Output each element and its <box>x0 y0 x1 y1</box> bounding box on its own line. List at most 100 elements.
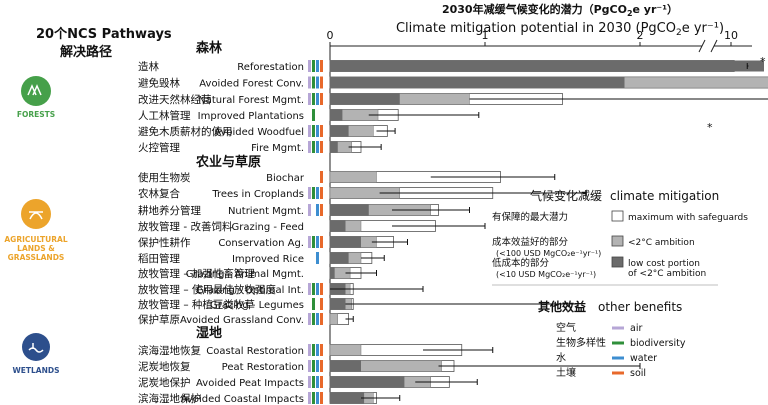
legend-swatch-max <box>611 210 624 222</box>
chart-title-en: Climate mitigation potential in 2030 (Pg… <box>396 21 724 38</box>
category-logo-label: WETLANDS <box>13 366 60 375</box>
pathway-label-cn: 泥炭地恢复 <box>138 360 191 373</box>
pathway-row-9: 放牧管理 - 改善饲料 Grazing - Feed <box>138 220 486 233</box>
benefit-marker-water <box>316 376 319 388</box>
pathway-row-6: 使用生物炭 Biochar <box>138 171 556 184</box>
benefit-marker-water <box>316 236 319 248</box>
x-tick-label: 2 <box>637 29 644 42</box>
pathway-row-18: 泥炭地保护 Avoided Peat Impacts <box>138 376 478 389</box>
benefit-marker-soil <box>320 344 323 356</box>
axis-break-mark <box>698 39 706 53</box>
benefit-marker-biodiversity <box>312 125 315 137</box>
legend-item-en: <2°C ambition <box>628 238 695 248</box>
benefit-marker-air <box>308 60 311 72</box>
bar-lowcost <box>330 109 343 121</box>
legend: 气候变化减缓 climate mitigation 有保障的最大潜力 maximum … <box>492 188 748 379</box>
benefit-marker-biodiversity <box>312 392 315 404</box>
pathway-label-en: Reforestation <box>237 62 304 73</box>
pathway-label-cn: 保护性耕作 <box>138 236 191 249</box>
benefit-marker-soil <box>320 141 323 153</box>
benefit-marker-air <box>308 392 311 404</box>
pathway-label-cn: 耕地养分管理 <box>138 204 201 217</box>
benefits-title-cn: 其他效益 <box>538 299 586 314</box>
benefit-marker-biodiversity <box>312 76 315 89</box>
pathway-label-cn: 放牧管理 – 种植豆类牧草 <box>138 298 255 311</box>
bar-lowcost <box>330 220 346 232</box>
pathway-row-11: 稻田管理 Improved Rice <box>138 252 385 265</box>
pathway-label-en: Fire Mgmt. <box>251 143 304 154</box>
pathway-label-en: Avoided Peat Impacts <box>196 378 304 389</box>
legend-item-cn: 成本效益好的部分 <box>492 236 569 248</box>
benefit-marker-air <box>308 76 311 89</box>
benefit-marker-air <box>308 344 311 356</box>
pathway-label-en: Grazing - Legumes <box>210 300 304 311</box>
benefit-marker-water <box>316 141 319 153</box>
pathway-row-7: 农林复合 Trees in Croplands <box>138 187 587 200</box>
pathway-label-cn: 火控管理 <box>138 141 180 154</box>
category-heading-wetlands: 湿地 <box>196 325 222 341</box>
benefit-marker-water <box>316 60 319 72</box>
pathway-rows: 造林 Reforestation * 避免毁林 Avoided Forest Conv.… <box>138 55 768 405</box>
pathway-label-cn: 避免木质薪材的使用 <box>138 125 233 138</box>
benefit-marker-water <box>316 392 319 404</box>
pathway-row-0: 造林 Reforestation * <box>138 55 766 73</box>
wetlands-logo-icon <box>22 333 50 361</box>
benefit-label-cn: 土壤 <box>556 366 576 379</box>
category-logo-label: GRASSLANDS <box>8 253 65 262</box>
pathway-row-16: 滨海湿地恢复 Coastal Restoration <box>138 344 494 357</box>
pathway-row-1: 避免毁林 Avoided Forest Conv. <box>138 76 768 90</box>
pathway-label-cn: 稻田管理 <box>138 252 180 265</box>
benefit-label-cn: 生物多样性 <box>556 336 606 349</box>
pathway-label-en: Coastal Restoration <box>206 346 304 357</box>
tree-glyph-icon <box>27 84 42 96</box>
asterisk-mark: * <box>760 55 766 68</box>
bar-lowcost <box>330 267 335 279</box>
legend-title-en: climate mitigation <box>610 189 719 203</box>
pathway-label-cn: 放牧管理 – 加强性畜管理 <box>138 267 255 280</box>
benefit-marker-biodiversity <box>312 298 315 310</box>
benefit-marker-air <box>308 93 311 105</box>
pathway-label-en: Improved Plantations <box>198 111 304 122</box>
field-glyph-icon <box>29 211 43 220</box>
pathway-label-cn: 泥炭地保护 <box>138 376 191 389</box>
pathway-label-cn: 人工林管理 <box>138 109 191 122</box>
benefit-label-en: air <box>630 323 642 334</box>
pathway-label-cn: 改进天然林经营 <box>138 93 212 106</box>
benefit-marker-soil <box>320 171 323 183</box>
benefit-label-cn: 水 <box>556 352 566 364</box>
pathway-label-cn: 农林复合 <box>138 187 180 200</box>
pathway-label-en: Nutrient Mgmt. <box>228 206 304 217</box>
benefit-marker-water <box>316 283 319 295</box>
pathway-row-17: 泥炭地恢复 Peat Restoration <box>138 360 641 373</box>
pathway-label-en: Natural Forest Mgmt. <box>198 95 304 106</box>
category-logo-label: AGRICULTURAL <box>4 235 67 244</box>
pathway-row-5: 火控管理 Fire Mgmt. <box>138 141 382 154</box>
bar-lowcost <box>330 298 346 310</box>
bar-lowcost <box>330 376 405 388</box>
pathway-label-en: Avoided Forest Conv. <box>199 79 304 90</box>
agri-logo-icon <box>21 199 51 229</box>
bar-lowcost <box>330 360 361 372</box>
chart-title-cn-prefix: 2030年减缓气候变化的潜力（PgCO <box>442 2 627 16</box>
benefit-marker-water <box>316 125 319 137</box>
water-glyph-icon <box>28 343 44 353</box>
bar-lowcost <box>330 125 349 137</box>
legend-item-cn: 低成本的部分 <box>492 257 550 269</box>
benefit-marker-biodiversity <box>312 60 315 72</box>
axis-break-mark <box>710 39 718 53</box>
benefit-label-en: soil <box>630 368 646 379</box>
benefit-marker-soil <box>320 298 323 310</box>
x-tick-label: 0 <box>327 29 334 42</box>
legend-item-cn: 有保障的最大潜力 <box>492 211 568 223</box>
benefit-marker-soil <box>320 360 323 372</box>
pathways-title: 20个NCS Pathways <box>36 26 172 42</box>
benefit-marker-biodiversity <box>312 376 315 388</box>
benefit-marker-water <box>316 187 319 199</box>
chart-title-cn: 2030年减缓气候变化的潜力（PgCO2e yr⁻¹） <box>442 2 678 18</box>
pathway-label-cn: 保护草原 <box>138 313 180 326</box>
benefit-marker-air <box>308 125 311 137</box>
pathway-label-en: Improved Rice <box>232 254 304 265</box>
benefit-marker-biodiversity <box>312 344 315 356</box>
